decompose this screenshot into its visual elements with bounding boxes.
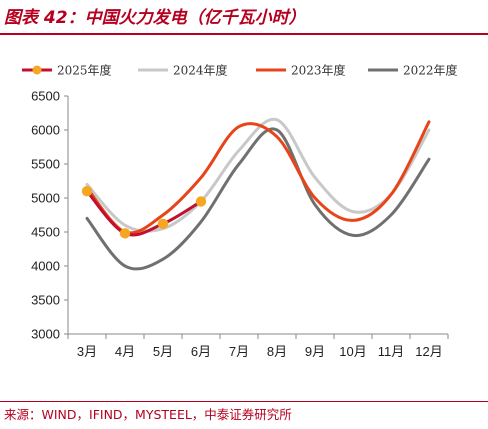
source-divider xyxy=(0,401,488,402)
series-line-2023年度 xyxy=(85,120,431,235)
source-note: 来源：WIND，IFIND，MYSTEEL，中泰证券研究所 xyxy=(4,407,292,422)
legend-label: 2025年度 xyxy=(57,63,112,78)
x-tick-label: 9月 xyxy=(305,344,325,359)
series-line-2025年度 xyxy=(85,189,203,237)
x-tick-label: 7月 xyxy=(229,344,249,359)
y-tick-label: 3500 xyxy=(31,293,60,308)
x-tick-label: 4月 xyxy=(115,344,135,359)
y-tick-label: 5500 xyxy=(31,157,60,172)
y-tick-label: 4500 xyxy=(31,225,60,240)
series-marker-2025年度 xyxy=(195,196,207,207)
series-line-2024年度 xyxy=(85,117,431,233)
chart-title: 图表 42：中国火力发电（亿千瓦小时） xyxy=(4,8,306,28)
title-divider xyxy=(0,33,488,35)
legend-marker xyxy=(32,65,42,75)
legend-label: 2022年度 xyxy=(403,63,458,78)
x-tick-label: 3月 xyxy=(77,344,97,359)
y-tick-label: 6500 xyxy=(31,89,60,104)
x-tick-label: 5月 xyxy=(153,344,173,359)
y-tick-label: 6000 xyxy=(31,123,60,138)
series-marker-2025年度 xyxy=(81,186,93,197)
axes: 3000 3500 4000 4500 5000 5500 6000 6500 3月 4月 5月 6月… xyxy=(31,89,449,359)
y-tick-label: 5000 xyxy=(31,191,60,206)
y-tick-label: 4000 xyxy=(31,259,60,274)
x-tick-label: 10月 xyxy=(339,344,366,359)
series-line-2022年度 xyxy=(85,127,431,271)
y-tick-label: 3000 xyxy=(31,327,60,342)
legend: 2025年度 2024年度 2023年度 2022年度 xyxy=(22,63,458,78)
series-lines xyxy=(81,117,431,271)
x-tick-label: 6月 xyxy=(191,344,211,359)
legend-label: 2024年度 xyxy=(173,63,228,78)
series-marker-2025年度 xyxy=(157,218,169,230)
x-tick-label: 11月 xyxy=(378,344,405,359)
legend-label: 2023年度 xyxy=(291,63,346,78)
x-tick-label: 8月 xyxy=(267,344,287,359)
x-tick-label: 12月 xyxy=(415,344,442,359)
series-marker-2025年度 xyxy=(119,228,131,239)
